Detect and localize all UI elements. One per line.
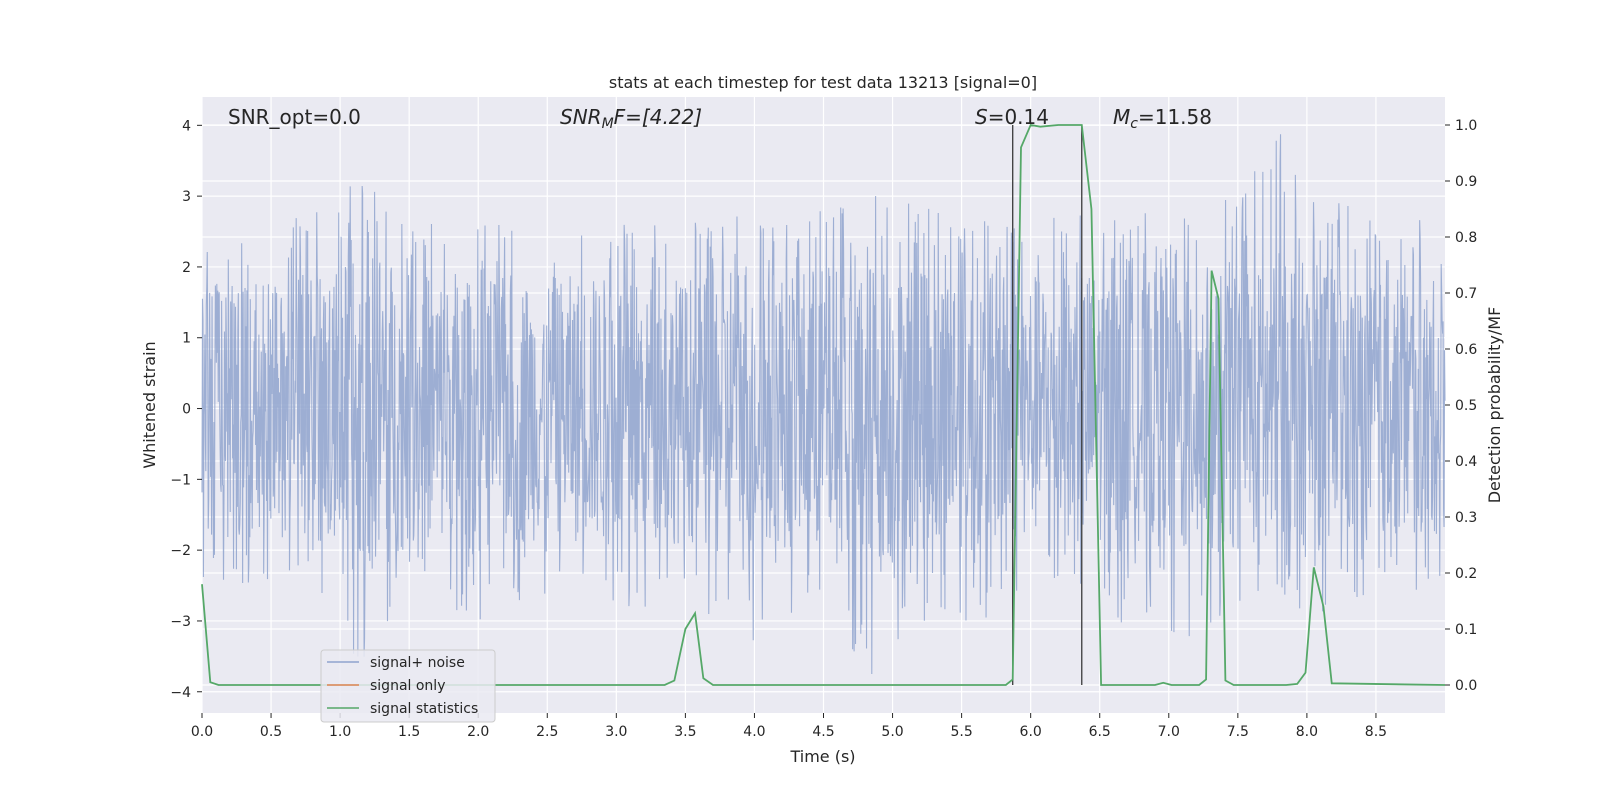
x-ticks: 0.0 0.5 1.0 1.5 2.0 2.5 3.0 3.5 4.0 4.5 5.0 5.5 6.0 6… <box>191 713 1387 740</box>
y-right-axis-label: Detection probability/MF <box>1485 307 1504 504</box>
series-signal-statistics <box>201 123 1446 686</box>
y-tick-label: 2 <box>182 260 191 276</box>
y-ticks-left: 4 3 2 1 0 −1 −2 −3 −4 <box>170 118 202 701</box>
y-right-tick-label: 0.7 <box>1455 286 1477 302</box>
y-right-tick-label: 0.0 <box>1455 678 1477 694</box>
legend-label-signal-noise: signal+ noise <box>370 655 465 671</box>
annotation-s: S=0.14 <box>975 105 1049 129</box>
y-axis-label: Whitened strain <box>140 341 159 468</box>
event-lines <box>1012 125 1083 685</box>
x-axis-label: Time (s) <box>789 747 855 766</box>
y-tick-label: −3 <box>170 614 191 630</box>
x-tick-label: 1.0 <box>329 724 351 740</box>
y-right-tick-label: 1.0 <box>1455 118 1477 134</box>
x-tick-label: 3.5 <box>674 724 696 740</box>
y-ticks-right: 1.0 0.9 0.8 0.7 0.6 0.5 0.4 0.3 0.2 0.1 0.0 <box>1445 118 1477 694</box>
y-tick-label: −2 <box>170 543 191 559</box>
x-tick-label: 4.5 <box>812 724 834 740</box>
y-right-tick-label: 0.3 <box>1455 510 1477 526</box>
y-tick-label: −4 <box>170 685 191 701</box>
y-tick-label: 3 <box>182 189 191 205</box>
y-right-tick-label: 0.4 <box>1455 454 1477 470</box>
y-tick-label: 4 <box>182 118 191 134</box>
x-tick-label: 2.0 <box>467 724 489 740</box>
statistics-line <box>201 123 1446 686</box>
series-signal-noise <box>201 134 1446 675</box>
noise-trace <box>201 134 1446 675</box>
y-tick-label: 0 <box>182 402 191 418</box>
x-tick-label: 0.0 <box>191 724 213 740</box>
legend: signal+ noise signal only signal statist… <box>320 649 496 723</box>
x-tick-label: 8.5 <box>1365 724 1387 740</box>
x-tick-label: 5.0 <box>881 724 903 740</box>
x-tick-label: 2.5 <box>536 724 558 740</box>
legend-label-signal-only: signal only <box>370 678 445 694</box>
x-tick-label: 0.5 <box>260 724 282 740</box>
legend-label-signal-statistics: signal statistics <box>370 701 478 717</box>
y-right-tick-label: 0.2 <box>1455 566 1477 582</box>
legend-box <box>320 649 496 723</box>
y-right-tick-label: 0.8 <box>1455 230 1477 246</box>
y-right-tick-label: 0.5 <box>1455 398 1477 414</box>
x-tick-label: 5.5 <box>950 724 972 740</box>
x-tick-label: 4.0 <box>743 724 765 740</box>
x-tick-label: 3.0 <box>605 724 627 740</box>
annotation-snr-mf: SNRMF=[4.22] <box>560 105 702 132</box>
x-tick-label: 7.0 <box>1158 724 1180 740</box>
x-tick-label: 8.0 <box>1296 724 1318 740</box>
x-tick-label: 6.0 <box>1020 724 1042 740</box>
y-right-tick-label: 0.1 <box>1455 622 1477 638</box>
y-tick-label: −1 <box>170 472 191 488</box>
y-right-tick-label: 0.6 <box>1455 342 1477 358</box>
x-tick-label: 6.5 <box>1089 724 1111 740</box>
chart-title: stats at each timestep for test data 132… <box>609 73 1037 92</box>
y-tick-label: 1 <box>182 331 191 347</box>
annotation-mc: Mc=11.58 <box>1113 105 1212 132</box>
annotation-snr-opt: SNR_opt=0.0 <box>228 105 361 129</box>
y-right-tick-label: 0.9 <box>1455 174 1477 190</box>
x-tick-label: 7.5 <box>1227 724 1249 740</box>
x-tick-label: 1.5 <box>398 724 420 740</box>
